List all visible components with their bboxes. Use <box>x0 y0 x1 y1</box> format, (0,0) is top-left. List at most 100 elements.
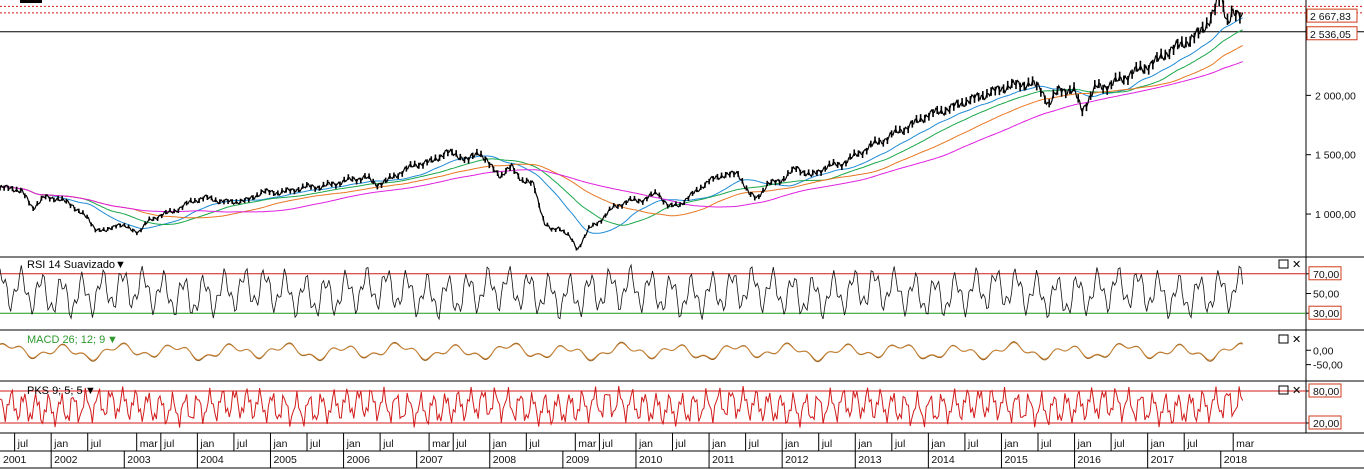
year-label: 2017 <box>1151 454 1175 466</box>
year-label: 2008 <box>493 454 517 466</box>
year-label: 2001 <box>3 454 27 466</box>
month-label: jul <box>821 438 833 450</box>
dropdown-arrow-icon[interactable]: ▼ <box>115 259 126 271</box>
month-label: jul <box>967 438 979 450</box>
rsi-label: RSI 14 Suavizado <box>27 259 115 271</box>
pks-window-controls: ✕ <box>1278 385 1301 397</box>
macd-panel[interactable]: 0,00 -50,00 MACD 26; 12; 9 ▼ ✕ <box>0 330 1364 382</box>
month-label: jan <box>346 438 361 450</box>
year-label: 2006 <box>347 454 371 466</box>
month-label: jul <box>163 438 175 450</box>
month-label: jan <box>1077 438 1092 450</box>
month-label: jul <box>528 438 540 450</box>
month-label: jul <box>1113 438 1125 450</box>
year-label: 2014 <box>931 454 955 466</box>
price-panel[interactable]: 2 000,00 1 500,00 1 000,00 2 667,83 2 536,0… <box>0 0 1364 258</box>
restore-icon[interactable] <box>1278 385 1289 395</box>
month-label: jan <box>638 438 653 450</box>
pks-title[interactable]: PKS 9; 5; 5 ▼ <box>27 385 96 397</box>
year-label: 2015 <box>1004 454 1028 466</box>
y-tick-label: 20,00 <box>1313 418 1339 430</box>
month-label: jul <box>894 438 906 450</box>
close-icon[interactable]: ✕ <box>1292 385 1301 397</box>
pks-label: PKS 9; 5; 5 <box>27 385 83 397</box>
month-label: jul <box>675 438 687 450</box>
y-tick-box <box>1308 415 1342 430</box>
dropdown-arrow-icon[interactable]: ▼ <box>107 334 118 346</box>
year-label: 2004 <box>200 454 224 466</box>
year-label: 2003 <box>127 454 151 466</box>
month-label: jul <box>601 438 613 450</box>
ma-long-line <box>0 61 1243 213</box>
y-tick-label: 80,00 <box>1313 386 1339 398</box>
month-label: mar <box>140 438 159 450</box>
rsi-window-controls: ✕ <box>1278 259 1301 271</box>
year-label: 2018 <box>1224 454 1248 466</box>
month-label: mar <box>578 438 597 450</box>
ma-mid-line <box>0 29 1243 226</box>
price-y-tick-label: 1 500,00 <box>1315 150 1356 162</box>
year-label: 2002 <box>54 454 78 466</box>
month-label: jan <box>1003 438 1018 450</box>
price-tags: 2 667,83 2 536,05 <box>1306 8 1358 41</box>
y-tick-label: 30,00 <box>1313 308 1339 320</box>
year-label: 2016 <box>1078 454 1102 466</box>
macd-window-controls: ✕ <box>1278 334 1301 346</box>
restore-icon[interactable] <box>1278 259 1289 269</box>
month-label: jul <box>748 438 760 450</box>
y-tick-box <box>1308 305 1342 320</box>
price-level-lines <box>0 5 1364 33</box>
month-label: jan <box>784 438 799 450</box>
pks-panel[interactable]: 80,00 20,00 PKS 9; 5; 5 ▼ ✕ <box>0 381 1364 434</box>
month-label: mar <box>432 438 451 450</box>
month-label: jul <box>90 438 102 450</box>
year-label: 2009 <box>566 454 590 466</box>
y-tick-label: 50,00 <box>1313 289 1339 301</box>
month-label: jul <box>17 438 29 450</box>
year-label: 2010 <box>639 454 663 466</box>
price-tag-label: 2 667,83 <box>1310 11 1351 23</box>
rsi-title[interactable]: RSI 14 Suavizado ▼ <box>27 259 126 271</box>
month-label: jul <box>1186 438 1198 450</box>
year-label: 2007 <box>420 454 444 466</box>
month-label: jan <box>930 438 945 450</box>
month-label: jul <box>382 438 394 450</box>
price-tag-label: 2 536,05 <box>1310 29 1351 41</box>
restore-icon[interactable] <box>1278 334 1289 344</box>
y-tick-label: 0,00 <box>1313 345 1334 357</box>
pks-line <box>0 385 1244 428</box>
price-y-tick-label: 2 000,00 <box>1315 90 1356 102</box>
month-label: jan <box>272 438 287 450</box>
month-label: jan <box>711 438 726 450</box>
year-label: 2012 <box>785 454 809 466</box>
close-icon[interactable]: ✕ <box>1292 259 1301 271</box>
dropdown-arrow-icon[interactable]: ▼ <box>85 385 96 397</box>
y-tick-label: 70,00 <box>1313 269 1339 281</box>
toolbar-marker <box>20 0 42 3</box>
rsi-line <box>0 263 1244 321</box>
year-label: 2005 <box>273 454 297 466</box>
time-axis[interactable]: jul jan jul mar jul jan jul jan jul jan jul mar jul j… <box>0 433 1364 469</box>
month-label: jan <box>857 438 872 450</box>
month-ticks: jul jan jul mar jul jan jul jan jul jan jul mar jul j… <box>14 433 1255 451</box>
macd-signal-line <box>0 342 1243 361</box>
month-label: jan <box>53 438 68 450</box>
close-icon[interactable]: ✕ <box>1292 334 1301 346</box>
month-label: jul <box>309 438 321 450</box>
macd-title[interactable]: MACD 26; 12; 9 ▼ <box>27 334 118 346</box>
month-label: jan <box>199 438 214 450</box>
macd-y-axis: 0,00 -50,00 <box>1306 345 1343 372</box>
price-tag <box>1306 8 1358 23</box>
year-label: 2011 <box>712 454 735 466</box>
price-y-axis: 2 000,00 1 500,00 1 000,00 <box>1306 90 1356 221</box>
ma-fast-line <box>0 17 1243 234</box>
month-label: jul <box>455 438 467 450</box>
month-label: jul <box>236 438 248 450</box>
y-tick-box <box>1308 383 1342 398</box>
rsi-panel[interactable]: 70,00 50,00 30,00 RSI 14 Suavizado ▼ ✕ <box>0 257 1364 331</box>
price-close-line <box>0 0 1244 250</box>
y-tick-label: -50,00 <box>1313 360 1343 372</box>
price-y-tick-label: 1 000,00 <box>1315 209 1356 221</box>
year-label: 2013 <box>858 454 882 466</box>
